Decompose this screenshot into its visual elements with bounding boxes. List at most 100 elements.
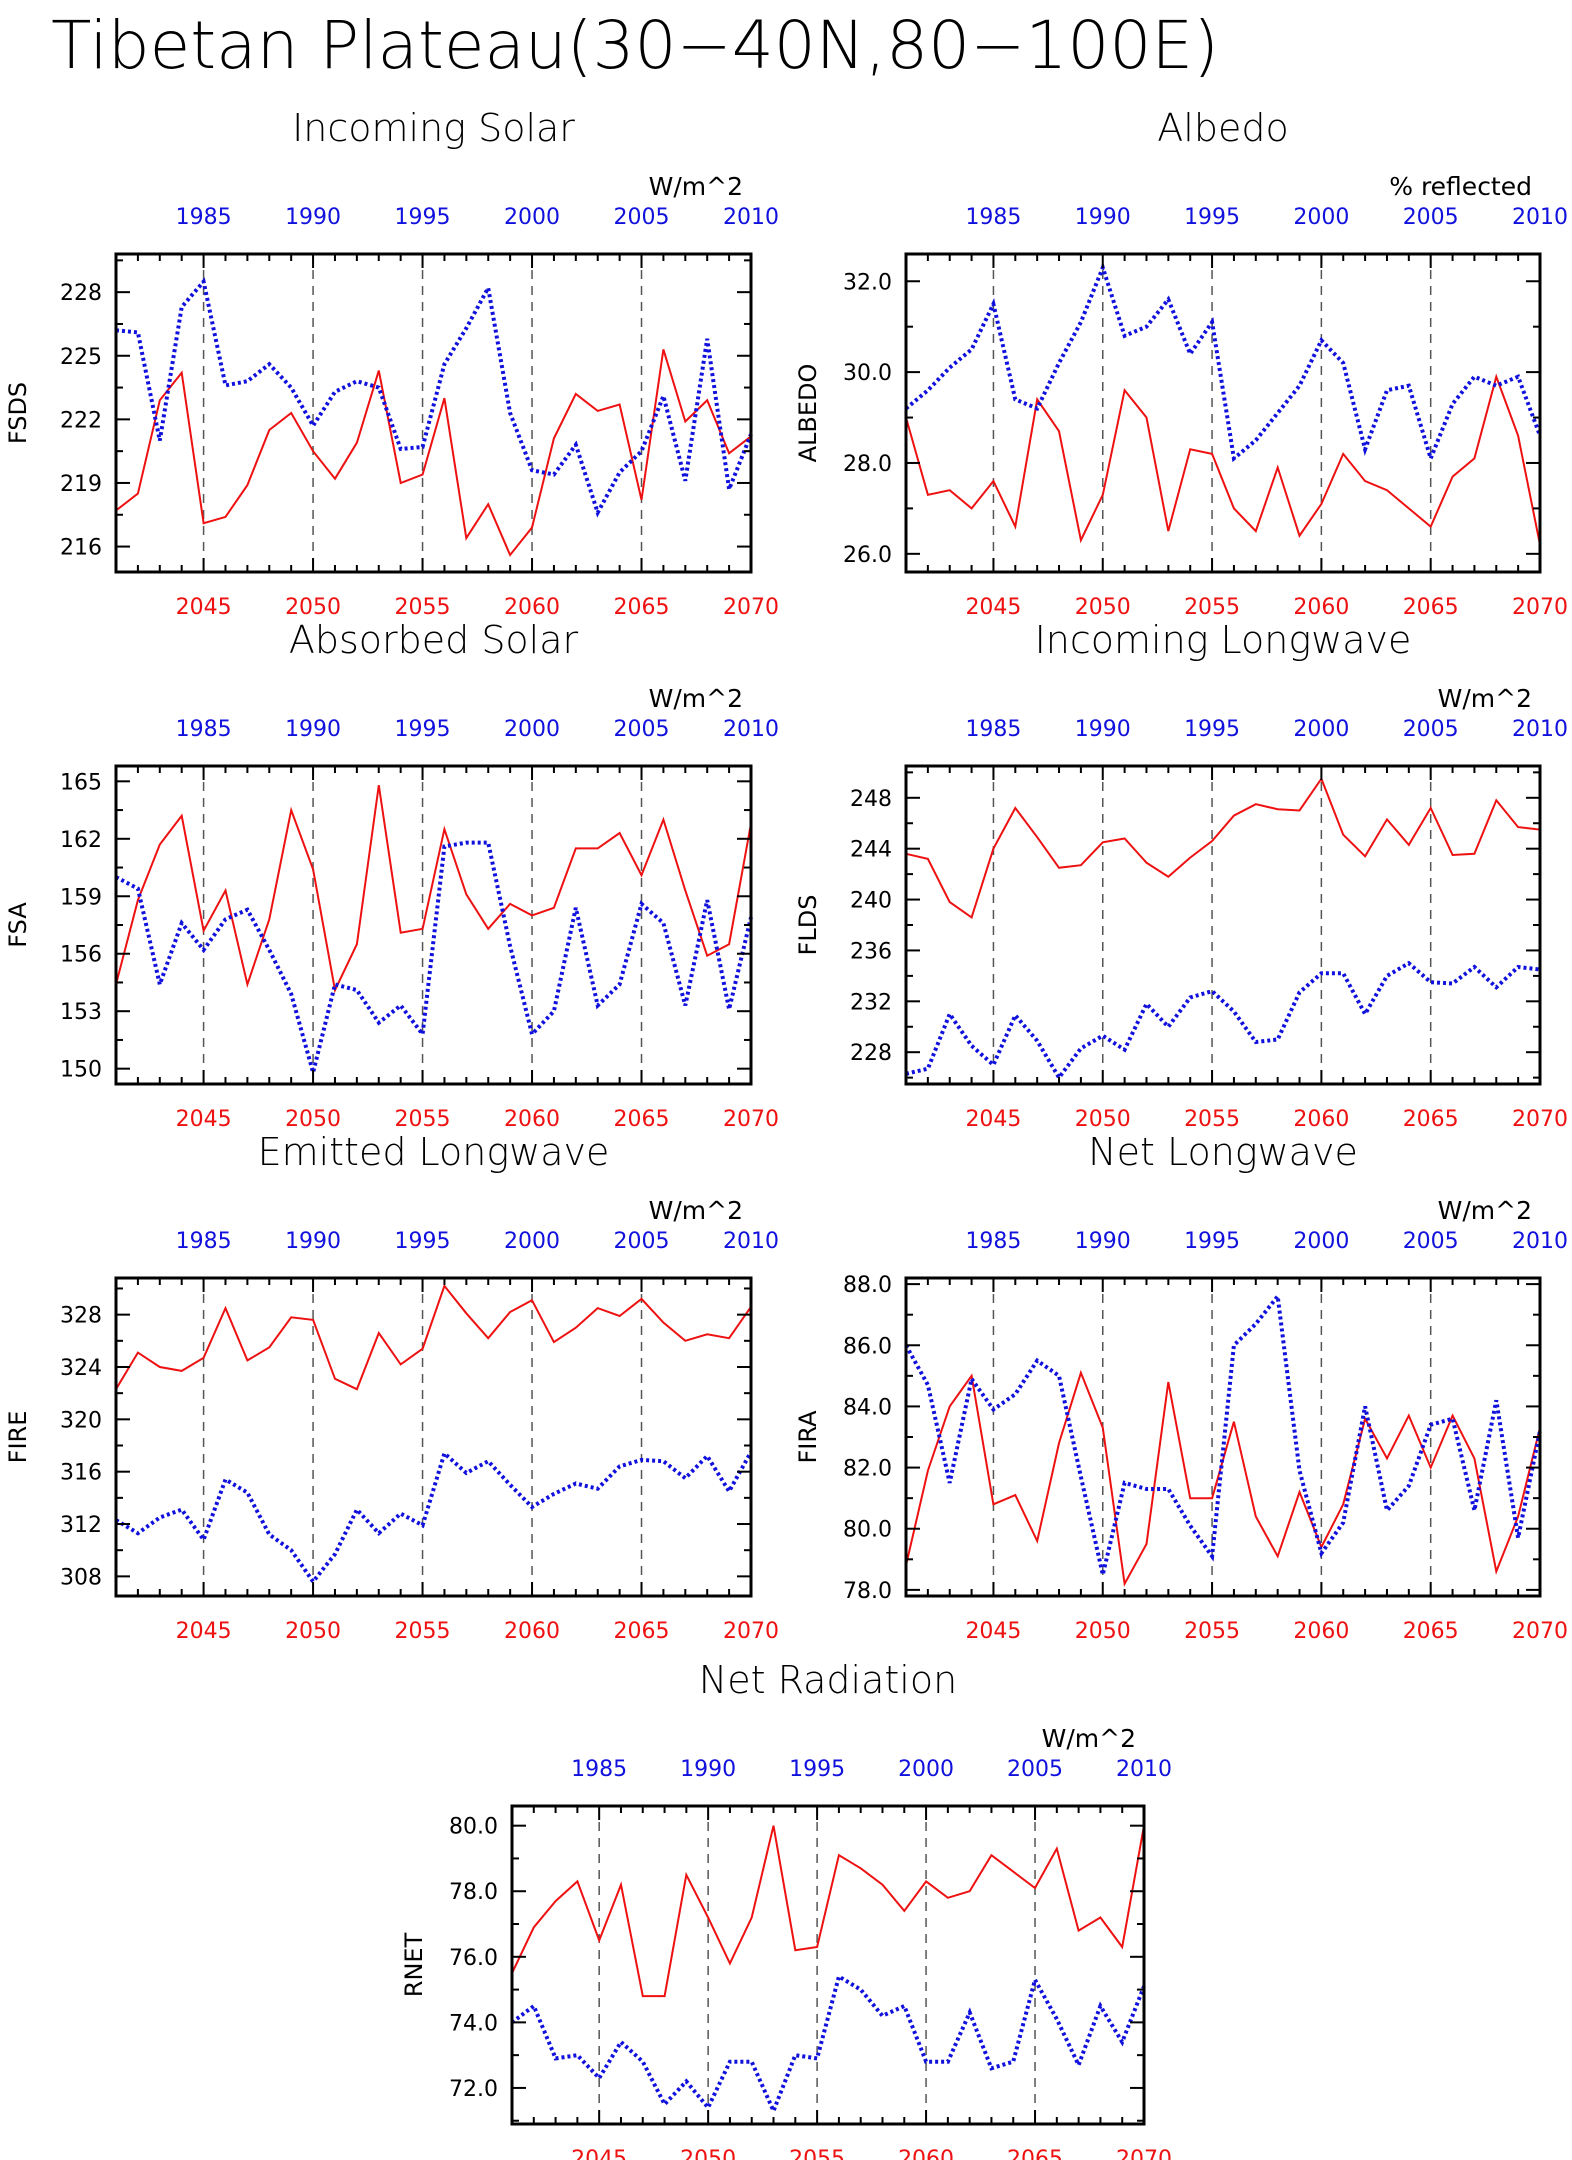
- x-top-tick-label: 2010: [723, 205, 779, 230]
- x-bottom-tick-label: 2055: [1184, 595, 1240, 620]
- plot-frame: [904, 252, 1542, 574]
- x-bottom-tick-label: 2045: [176, 595, 232, 620]
- y-tick-label: 216: [60, 536, 102, 561]
- y-tick-label: 248: [850, 787, 892, 812]
- series-line-red: [115, 1283, 752, 1391]
- y-tick-label: 26.0: [843, 543, 892, 568]
- y-tick-label: 72.0: [449, 2077, 498, 2102]
- x-top-tick-label: 2010: [723, 1229, 779, 1254]
- x-bottom-tick-label: 2050: [285, 595, 341, 620]
- y-tick-label: 86.0: [843, 1334, 892, 1359]
- units-label: W/m^2: [1438, 1196, 1532, 1225]
- x-top-tick-label: 2010: [1116, 1757, 1172, 1782]
- y-axis-label: FIRA: [794, 1410, 822, 1464]
- x-bottom-tick-label: 2050: [1075, 1107, 1131, 1132]
- x-top-tick-label: 1990: [285, 1229, 341, 1254]
- x-bottom-tick-label: 2055: [395, 1107, 451, 1132]
- y-tick-label: 324: [60, 1356, 102, 1381]
- y-tick-label: 28.0: [843, 452, 892, 477]
- x-bottom-tick-label: 2050: [1075, 1619, 1131, 1644]
- series-line-red: [115, 785, 752, 994]
- x-top-tick-label: 2000: [504, 1229, 560, 1254]
- plot-frame: [904, 764, 1542, 1086]
- x-bottom-tick-label: 2065: [1007, 2147, 1063, 2160]
- x-top-tick-label: 1990: [1075, 205, 1131, 230]
- y-tick-label: 30.0: [843, 361, 892, 386]
- chart-title: Incoming Longwave: [1035, 618, 1412, 662]
- x-top-tick-label: 1985: [571, 1757, 627, 1782]
- x-top-tick-label: 1995: [395, 717, 451, 742]
- x-top-tick-label: 1995: [395, 205, 451, 230]
- y-tick-label: 236: [850, 939, 892, 964]
- x-top-tick-label: 1985: [176, 205, 232, 230]
- page-title: Tibetan Plateau(30−40N,80−100E): [51, 7, 1219, 84]
- y-tick-label: 159: [60, 885, 102, 910]
- x-top-tick-label: 1995: [395, 1229, 451, 1254]
- chart-title: Net Radiation: [699, 1658, 957, 1702]
- y-axis-label: FIRE: [4, 1411, 32, 1464]
- y-tick-label: 88.0: [843, 1273, 892, 1298]
- x-bottom-tick-label: 2065: [1403, 1107, 1459, 1132]
- y-axis-label: RNET: [400, 1932, 428, 1997]
- x-bottom-tick-label: 2055: [1184, 1619, 1240, 1644]
- x-top-tick-label: 1985: [176, 1229, 232, 1254]
- x-top-tick-label: 1990: [285, 717, 341, 742]
- x-bottom-tick-label: 2050: [285, 1619, 341, 1644]
- x-top-tick-label: 1995: [1184, 205, 1240, 230]
- y-tick-label: 222: [60, 408, 102, 433]
- x-bottom-tick-label: 2045: [176, 1107, 232, 1132]
- x-bottom-tick-label: 2060: [504, 1619, 560, 1644]
- x-bottom-tick-label: 2070: [723, 1619, 779, 1644]
- x-bottom-tick-label: 2070: [1116, 2147, 1172, 2160]
- x-top-tick-label: 1985: [176, 717, 232, 742]
- y-tick-label: 165: [60, 770, 102, 795]
- x-top-tick-label: 1990: [1075, 717, 1131, 742]
- units-label: W/m^2: [649, 1196, 743, 1225]
- chart-title: Albedo: [1157, 106, 1288, 150]
- series-line-blue: [115, 840, 753, 1081]
- y-tick-label: 80.0: [449, 1815, 498, 1840]
- chart-panel-flds: Incoming Longwave W/m^2 FLDS 2045 2050 2055 20…: [794, 618, 1568, 1132]
- y-tick-label: 240: [850, 889, 892, 914]
- x-bottom-tick-label: 2050: [680, 2147, 736, 2160]
- series-line-red: [905, 1369, 1541, 1587]
- y-axis-label: FSA: [4, 902, 32, 948]
- x-bottom-tick-label: 2070: [723, 595, 779, 620]
- x-bottom-tick-label: 2070: [1512, 1107, 1568, 1132]
- x-bottom-tick-label: 2060: [504, 1107, 560, 1132]
- x-bottom-tick-label: 2055: [789, 2147, 845, 2160]
- x-top-tick-label: 1990: [1075, 1229, 1131, 1254]
- chart-panel-fsds: Incoming Solar W/m^2 FSDS 2045 2050 2055 2060 2…: [4, 106, 779, 620]
- x-bottom-tick-label: 2065: [614, 1107, 670, 1132]
- x-bottom-tick-label: 2060: [1293, 1619, 1349, 1644]
- x-bottom-tick-label: 2050: [1075, 595, 1131, 620]
- x-bottom-tick-label: 2045: [965, 1107, 1021, 1132]
- series-line-blue: [115, 277, 753, 518]
- x-top-tick-label: 1990: [680, 1757, 736, 1782]
- x-bottom-tick-label: 2060: [504, 595, 560, 620]
- x-top-tick-label: 2000: [504, 205, 560, 230]
- x-bottom-tick-label: 2070: [1512, 1619, 1568, 1644]
- chart-title: Incoming Solar: [292, 106, 575, 150]
- series-line-red: [115, 349, 752, 557]
- y-axis-label: FLDS: [794, 895, 822, 956]
- x-top-tick-label: 2005: [1403, 1229, 1459, 1254]
- y-tick-label: 78.0: [449, 1880, 498, 1905]
- x-bottom-tick-label: 2070: [1512, 595, 1568, 620]
- x-top-tick-label: 2010: [1512, 717, 1568, 742]
- y-tick-label: 78.0: [843, 1579, 892, 1604]
- x-bottom-tick-label: 2045: [965, 1619, 1021, 1644]
- x-bottom-tick-label: 2050: [285, 1107, 341, 1132]
- series-line-blue: [114, 1449, 753, 1585]
- x-bottom-tick-label: 2065: [614, 595, 670, 620]
- series-line-blue: [905, 960, 1541, 1082]
- y-tick-label: 150: [60, 1058, 102, 1083]
- y-tick-label: 232: [850, 990, 892, 1015]
- y-tick-label: 228: [850, 1041, 892, 1066]
- x-top-tick-label: 2010: [723, 717, 779, 742]
- chart-panel-fsa: Absorbed Solar W/m^2 FSA 2045 2050 2055 2060 20…: [4, 618, 779, 1132]
- y-tick-label: 320: [60, 1408, 102, 1433]
- x-bottom-tick-label: 2060: [1293, 595, 1349, 620]
- y-tick-label: 84.0: [843, 1395, 892, 1420]
- y-tick-label: 244: [850, 838, 892, 863]
